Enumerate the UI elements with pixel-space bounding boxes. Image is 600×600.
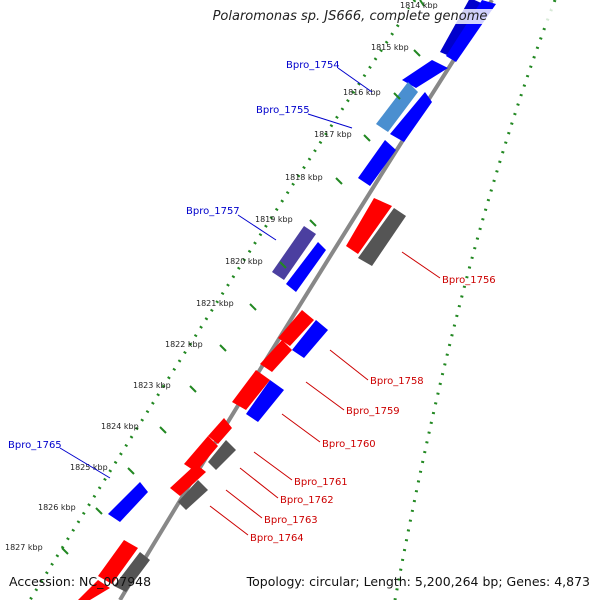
label-bpro-1757[interactable]: Bpro_1757	[186, 206, 240, 217]
tick-1814	[419, 0, 425, 7]
tick-label-1824: 1824 kbp	[101, 422, 139, 431]
label-bpro-1758[interactable]: Bpro_1758	[370, 376, 424, 387]
label-bpro-1762[interactable]: Bpro_1762	[280, 495, 334, 506]
tick-1823	[189, 385, 197, 393]
label-bpro-1763[interactable]: Bpro_1763	[264, 515, 318, 526]
tick-1817	[363, 134, 371, 142]
tick-label-1814: 1814 kbp	[400, 1, 438, 10]
tick-label-1826: 1826 kbp	[38, 503, 76, 512]
genome-title: Polaromonas sp. JS666, complete genome	[110, 9, 590, 24]
label-bpro-1759[interactable]: Bpro_1759	[346, 406, 400, 417]
inner-dotted-guide	[28, 0, 417, 600]
tick-label-1819: 1819 kbp	[255, 215, 293, 224]
topology-label: Topology: circular; Length: 5,200,264 bp…	[246, 574, 590, 589]
label-bpro-1754[interactable]: Bpro_1754	[286, 60, 340, 71]
gene-bpro-1764-rna[interactable]	[178, 480, 208, 510]
tick-label-1822: 1822 kbp	[165, 340, 203, 349]
gene-bpro-1755[interactable]	[390, 92, 432, 142]
tick-1824	[159, 426, 167, 434]
reverse-strand	[78, 198, 406, 600]
gene-bpro-1762-rna[interactable]	[208, 440, 236, 470]
tick-1820	[279, 261, 287, 269]
gene-bpro-1755a[interactable]	[402, 60, 448, 88]
label-bpro-1755[interactable]: Bpro_1755	[256, 105, 310, 116]
tick-label-1827: 1827 kbp	[5, 543, 43, 552]
gene-bpro-1759b[interactable]	[246, 380, 284, 422]
tick-label-1825: 1825 kbp	[70, 463, 108, 472]
forward-gene-labels: Bpro_1754 Bpro_1755 Bpro_1757 Bpro_1765	[8, 60, 373, 479]
tick-label-1817: 1817 kbp	[314, 130, 352, 139]
gene-bpro-1764[interactable]	[98, 540, 138, 584]
tick-label-1816: 1816 kbp	[343, 88, 381, 97]
tick-1816	[393, 92, 401, 100]
gene-bpro-1758b[interactable]	[292, 320, 328, 358]
gene-bpro-1758[interactable]	[278, 310, 314, 346]
gene-bottom-red[interactable]	[78, 580, 110, 600]
gene-bpro-1760[interactable]	[232, 370, 270, 410]
label-bpro-1761[interactable]: Bpro_1761	[294, 477, 348, 488]
tick-1815	[413, 49, 421, 57]
gene-bpro-1756[interactable]	[346, 198, 392, 254]
tick-1825	[127, 467, 135, 475]
kbp-ruler: 1814 kbp 1815 kbp 1816 kbp 1817 kbp 1818…	[5, 0, 438, 555]
tick-label-1818: 1818 kbp	[285, 173, 323, 182]
tick-1826	[95, 507, 103, 515]
tick-1818	[335, 177, 343, 185]
genome-backbone	[118, 0, 494, 600]
gene-bpro-1765[interactable]	[108, 482, 148, 522]
reverse-gene-labels: Bpro_1756 Bpro_1758 Bpro_1759 Bpro_1760 …	[209, 251, 496, 544]
tick-1821	[249, 303, 257, 311]
gene-bpro-1764b[interactable]	[114, 552, 150, 592]
gene-bpro-1759[interactable]	[260, 340, 292, 372]
tick-1819	[309, 219, 317, 227]
tick-1827	[61, 547, 69, 555]
label-bpro-1760[interactable]: Bpro_1760	[322, 439, 376, 450]
tick-label-1815: 1815 kbp	[371, 43, 409, 52]
gene-bpro-1755-light[interactable]	[376, 82, 418, 132]
tick-label-1823: 1823 kbp	[133, 381, 171, 390]
tick-1822	[219, 344, 227, 352]
gene-bpro-1761[interactable]	[208, 418, 232, 444]
outer-dotted-guide	[393, 0, 557, 600]
label-bpro-1764[interactable]: Bpro_1764	[250, 533, 304, 544]
gene-bpro-1757b[interactable]	[286, 242, 326, 292]
gene-bpro-1757[interactable]	[272, 226, 316, 280]
tick-label-1821: 1821 kbp	[196, 299, 234, 308]
gene-bpro-1762[interactable]	[184, 436, 218, 472]
accession-label: Accession: NC_007948	[9, 574, 152, 589]
gene-bpro-1763[interactable]	[170, 464, 206, 496]
tick-label-1820: 1820 kbp	[225, 257, 263, 266]
forward-strand	[108, 0, 496, 522]
gene-bpro-1756-rna[interactable]	[358, 208, 406, 266]
label-bpro-1756[interactable]: Bpro_1756	[442, 275, 496, 286]
gene-bpro-1756b[interactable]	[358, 140, 396, 186]
label-bpro-1765[interactable]: Bpro_1765	[8, 440, 62, 451]
